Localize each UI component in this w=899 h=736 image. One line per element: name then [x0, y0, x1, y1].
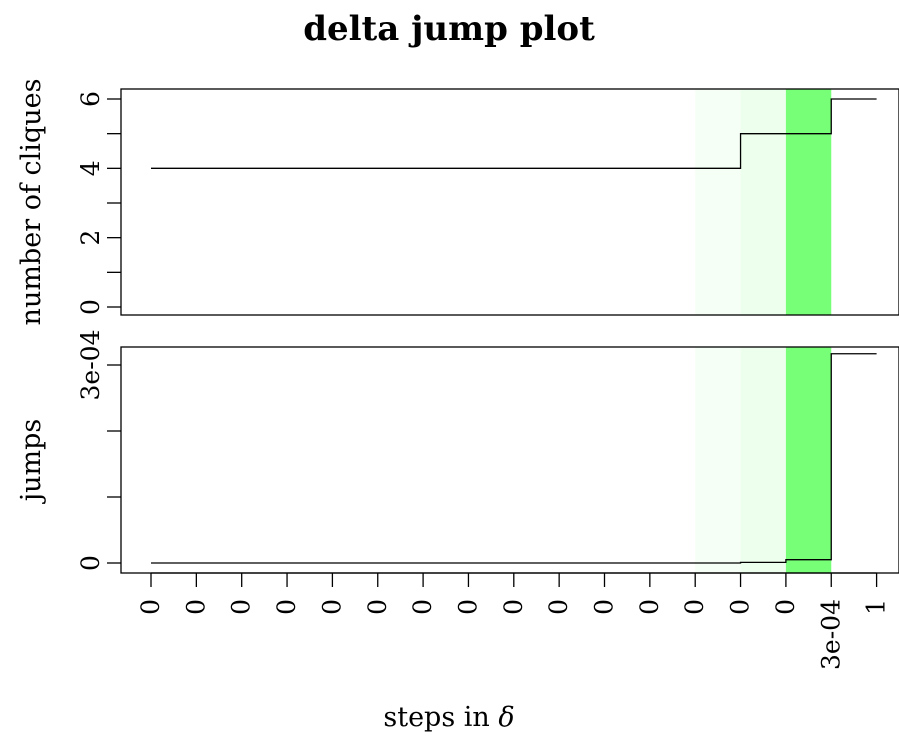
- x-tick-label: 0: [680, 599, 709, 615]
- cliques-panel: 0 2 4 6 number of cliques: [16, 79, 899, 326]
- x-tick-label: 3e-04: [816, 599, 845, 670]
- x-tick-label: 0: [726, 599, 755, 615]
- x-axis-title: steps in δ: [383, 702, 514, 733]
- y-tick-label: 3e-04: [76, 330, 105, 401]
- x-axis-title-delta: δ: [498, 702, 514, 733]
- y-tick-label: 0: [76, 299, 105, 315]
- x-tick-label: 0: [499, 599, 528, 615]
- chart-title: delta jump plot: [303, 9, 595, 49]
- x-tick-label: 0: [181, 599, 210, 615]
- highlight-band: [785, 347, 832, 573]
- highlight-band: [695, 89, 741, 315]
- step-line: [151, 353, 877, 564]
- x-tick-label: 0: [136, 599, 165, 615]
- highlight-band: [740, 347, 786, 573]
- y-axis-title: jumps: [16, 419, 47, 505]
- highlight-band: [785, 89, 832, 315]
- step-line: [151, 98, 877, 169]
- x-tick-label: 0: [363, 599, 392, 615]
- x-tick-label: 0: [635, 599, 664, 615]
- highlight-band: [740, 89, 786, 315]
- x-axis-title-text: steps in: [383, 702, 498, 733]
- x-tick-label: 0: [317, 599, 346, 615]
- x-tick-label: 0: [590, 599, 619, 615]
- plot-frame: [120, 88, 899, 316]
- x-tick-label: 0: [408, 599, 437, 615]
- x-tick-label: 0: [544, 599, 573, 615]
- x-tick-label: 0: [272, 599, 301, 615]
- y-tick-label: 4: [76, 160, 105, 176]
- x-tick-label: 0: [771, 599, 800, 615]
- y-tick-label: 6: [76, 91, 105, 107]
- y-axis-title: number of cliques: [16, 79, 47, 326]
- x-tick-label: 1: [862, 599, 891, 615]
- x-tick-label: 0: [227, 599, 256, 615]
- y-tick-label: 0: [76, 555, 105, 571]
- x-tick-label: 0: [453, 599, 482, 615]
- highlight-band: [695, 347, 741, 573]
- y-tick-label: 2: [76, 230, 105, 246]
